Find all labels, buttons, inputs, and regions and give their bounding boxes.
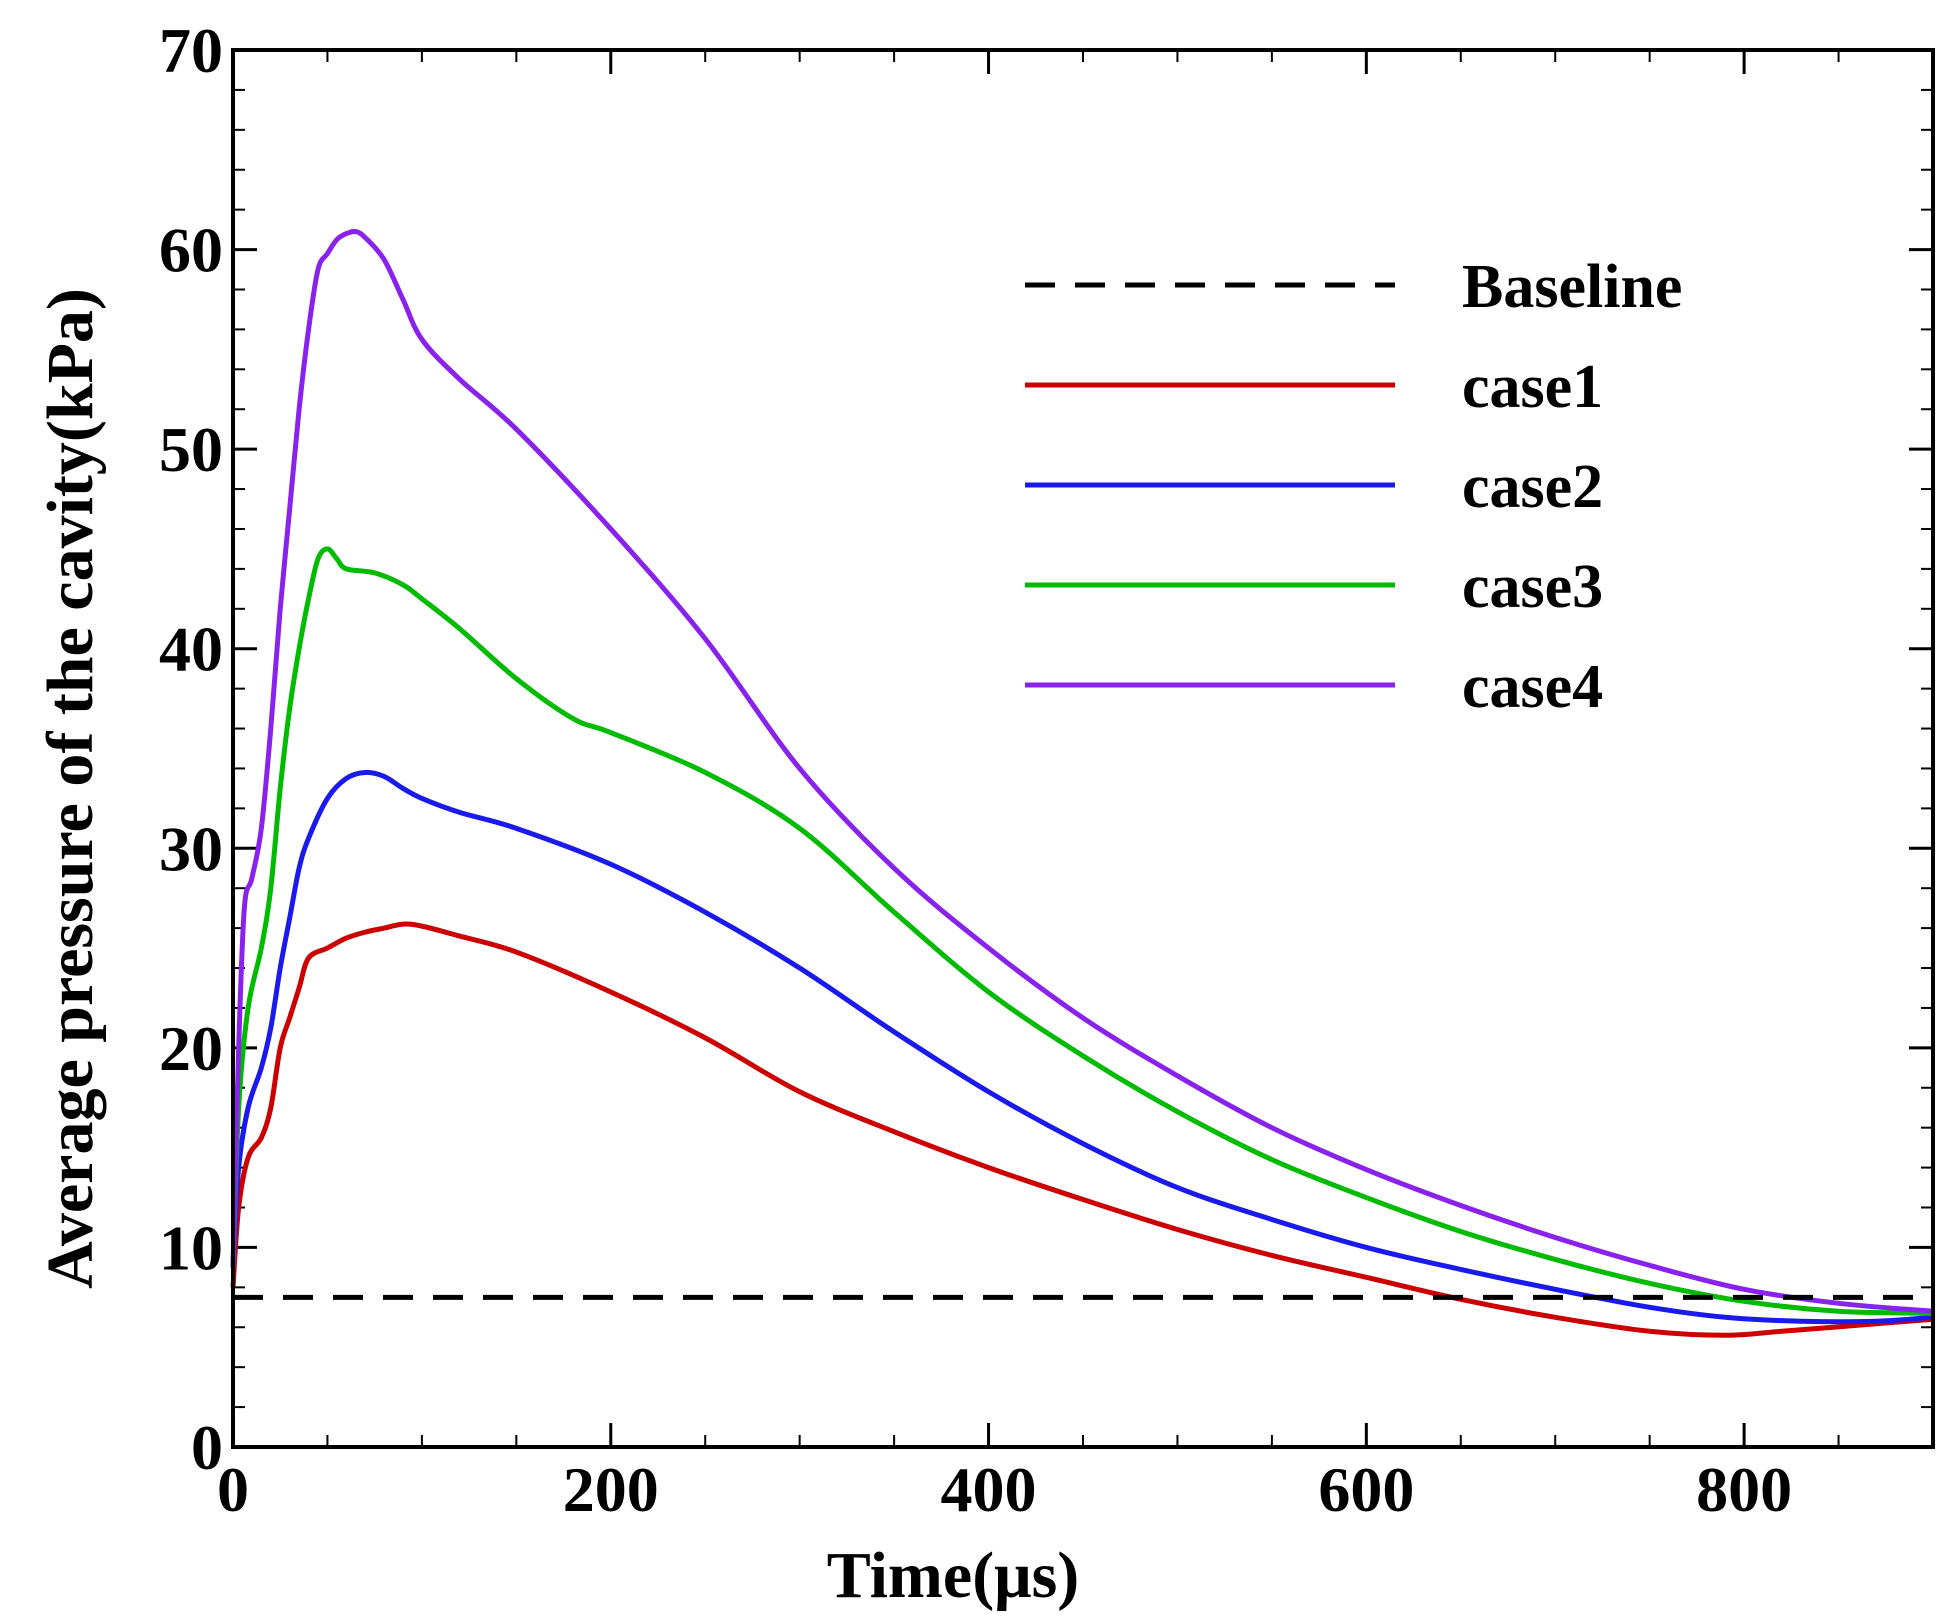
legend: Baseline case1 case2 case3 case4 — [1025, 253, 1682, 721]
series-layer — [230, 228, 1934, 1338]
x-axis-title: Time(μs) — [827, 1539, 1080, 1612]
y-tick-label: 40 — [159, 614, 223, 685]
y-tick-label: 30 — [159, 813, 223, 884]
y-tick-label: 70 — [159, 15, 223, 86]
y-axis-title: Average pressure of the cavity(kPa) — [34, 288, 107, 1289]
y-tick-label: 50 — [159, 414, 223, 485]
y-tick-labels: 0 10 20 30 40 50 60 70 — [159, 15, 223, 1483]
x-tick-label: 600 — [1318, 1454, 1414, 1525]
y-tick-label: 10 — [159, 1212, 223, 1283]
series-line-case1 — [230, 921, 1934, 1338]
legend-label-case2: case2 — [1462, 453, 1603, 521]
plot-frame — [231, 48, 1935, 1449]
legend-label-baseline: Baseline — [1462, 253, 1682, 321]
x-tick-label: 800 — [1696, 1454, 1792, 1525]
series-line-case4 — [230, 228, 1934, 1314]
x-tick-labels: 0 200 400 600 800 — [217, 1454, 1792, 1525]
y-tick-label: 0 — [191, 1412, 223, 1483]
series-line-case2 — [230, 769, 1934, 1325]
x-tick-label: 400 — [941, 1454, 1037, 1525]
legend-label-case4: case4 — [1462, 653, 1603, 721]
legend-label-case3: case3 — [1462, 553, 1603, 621]
y-tick-label: 60 — [159, 215, 223, 286]
x-tick-label: 200 — [563, 1454, 659, 1525]
series-line-case3 — [230, 546, 1934, 1316]
legend-label-case1: case1 — [1462, 353, 1603, 421]
y-tick-label: 20 — [159, 1013, 223, 1084]
x-tick-label: 0 — [217, 1454, 249, 1525]
